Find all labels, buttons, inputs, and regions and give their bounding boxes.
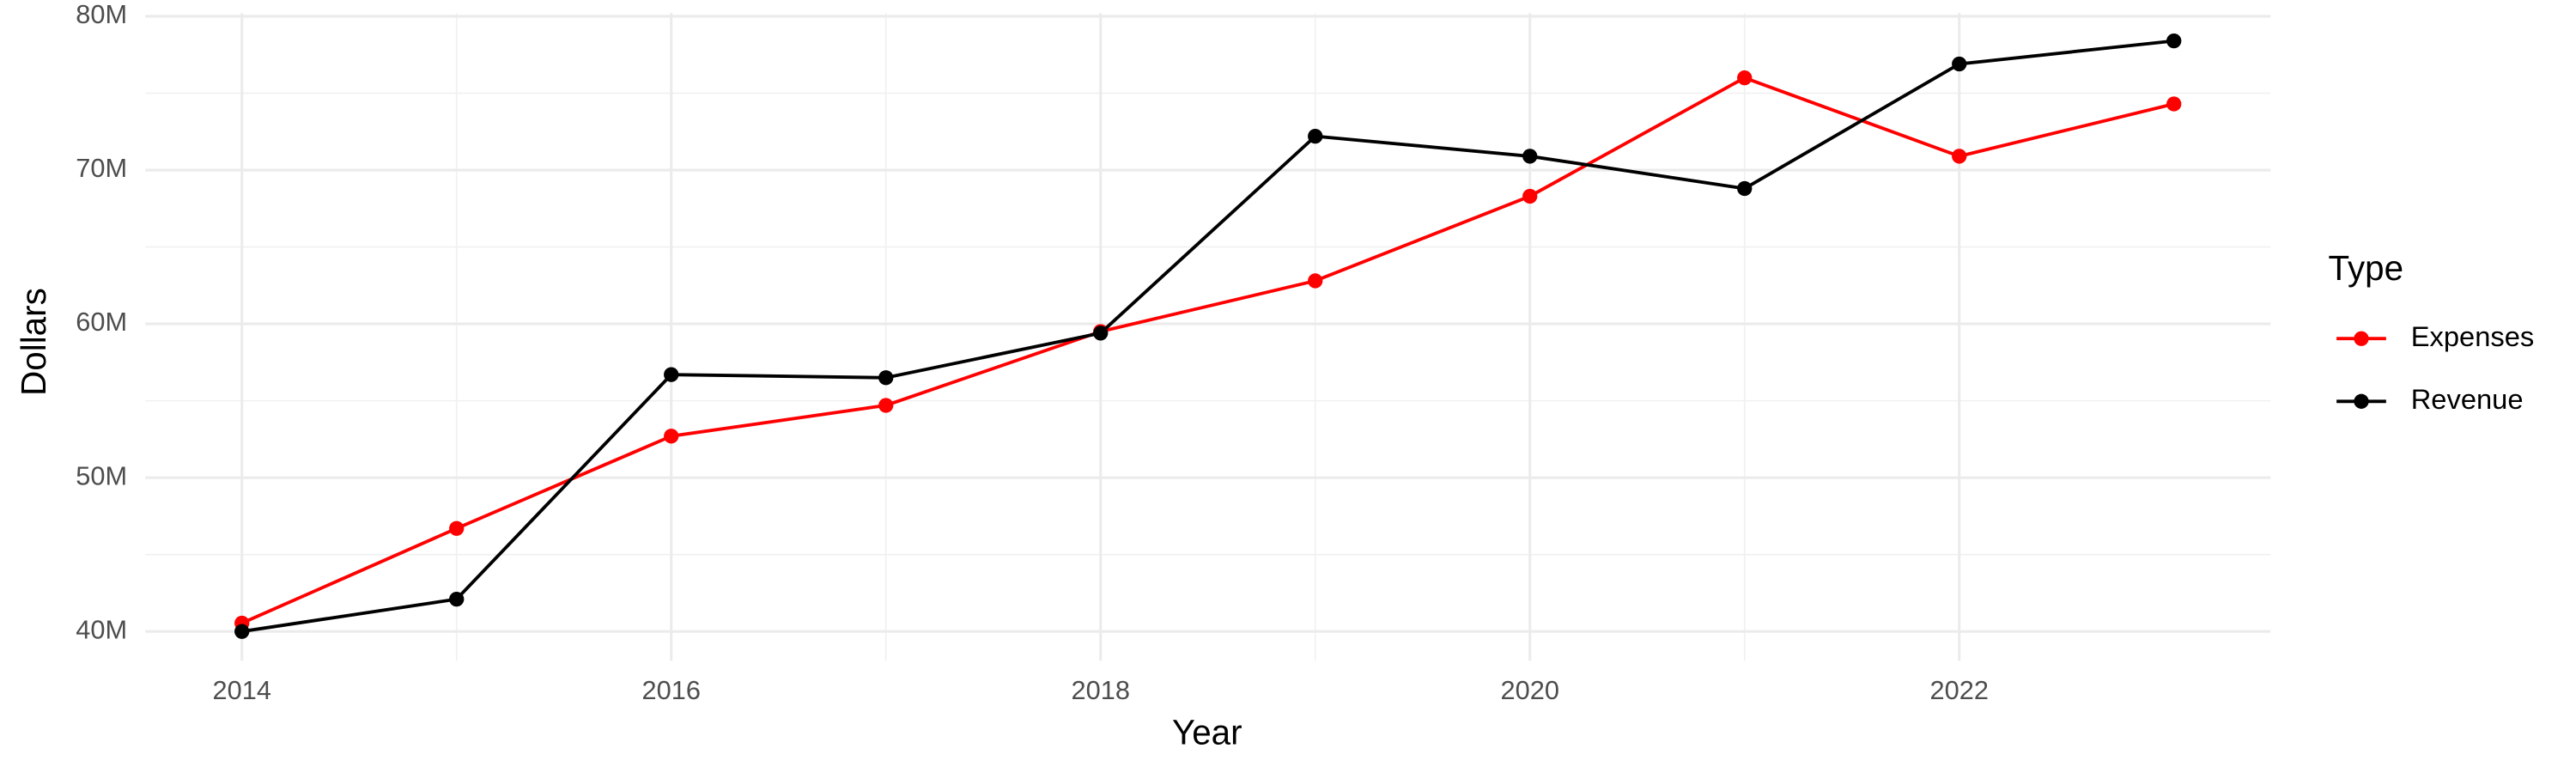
plot: [234, 33, 2182, 639]
grid: 40M 50M 60M 70M 80M 2014 2016 2018 2020 2022: [76, 0, 2271, 705]
data-point: [1308, 128, 1323, 144]
legend-label: Expenses: [2411, 320, 2535, 352]
data-point: [1737, 70, 1753, 86]
data-point: [878, 398, 894, 413]
data-point: [1522, 149, 1538, 164]
data-point: [664, 367, 679, 382]
legend: Expenses Revenue: [2336, 320, 2534, 415]
x-tick-label: 2022: [1930, 675, 1989, 705]
legend-label: Revenue: [2411, 383, 2524, 415]
y-tick-label: 70M: [76, 153, 127, 183]
x-tick-label: 2020: [1501, 675, 1559, 705]
y-axis-title: Dollars: [14, 288, 53, 396]
y-tick-label: 50M: [76, 460, 127, 490]
y-tick-label: 60M: [76, 307, 127, 337]
data-point: [1737, 180, 1753, 197]
data-point: [2166, 96, 2182, 112]
legend-swatch: [2354, 393, 2369, 409]
series-line: [240, 76, 2175, 625]
data-point: [664, 429, 679, 444]
data-point: [878, 370, 894, 386]
data-point: [234, 624, 250, 639]
y-tick-label: 40M: [76, 614, 127, 644]
data-point: [1952, 149, 1967, 164]
data-point: [2166, 33, 2182, 49]
x-tick-label: 2018: [1072, 675, 1130, 705]
data-point: [1308, 273, 1323, 289]
y-tick-label: 80M: [76, 0, 127, 29]
legend-swatch: [2354, 331, 2369, 346]
data-point: [449, 591, 465, 607]
x-tick-label: 2014: [213, 675, 271, 705]
data-point: [1522, 188, 1538, 204]
data-point: [1093, 326, 1109, 341]
series-line: [241, 39, 2174, 634]
x-axis-title: Year: [1172, 712, 1242, 752]
legend-title: Type: [2329, 248, 2404, 288]
x-tick-label: 2016: [642, 675, 701, 705]
data-point: [1952, 56, 1967, 72]
data-point: [449, 520, 465, 536]
